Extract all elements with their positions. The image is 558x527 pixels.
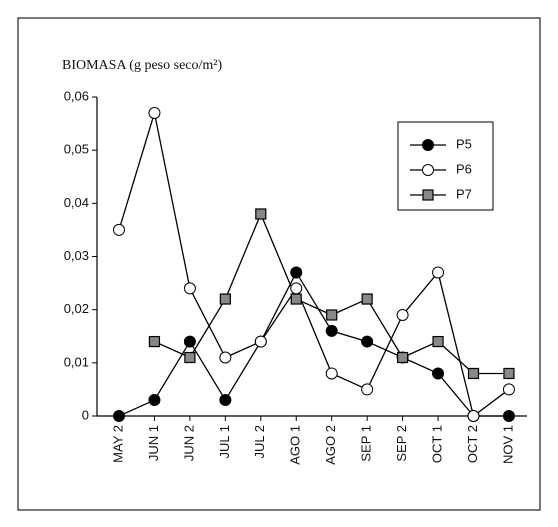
legend-marker — [422, 164, 434, 176]
data-point — [183, 282, 196, 295]
series-line — [154, 212, 509, 375]
x-tick-label: OCT 1 — [429, 425, 444, 463]
data-point — [432, 266, 445, 279]
legend-label: P7 — [456, 186, 472, 201]
x-tick-label: JUL 1 — [217, 425, 232, 458]
data-point — [502, 410, 515, 422]
y-tick-label: 0,04 — [64, 195, 89, 210]
data-point — [183, 335, 196, 348]
data-point — [290, 266, 303, 279]
legend-marker — [422, 139, 434, 151]
data-point — [254, 335, 267, 348]
data-point — [361, 335, 374, 348]
data-point — [219, 351, 232, 364]
legend-label: P6 — [456, 161, 472, 176]
data-point — [432, 367, 445, 380]
data-point — [397, 351, 409, 364]
data-point — [503, 367, 515, 380]
data-point — [326, 309, 338, 321]
data-point — [113, 223, 125, 236]
x-tick-label: SEP 1 — [359, 425, 374, 462]
x-tick-label: JUN 1 — [146, 425, 161, 461]
series-line — [118, 112, 510, 418]
data-point — [290, 282, 303, 295]
y-axis-title: BIOMASA (g peso seco/m²) — [62, 58, 222, 73]
x-tick-label: JUN 2 — [181, 425, 196, 461]
x-tick-label: AGO 2 — [323, 425, 338, 465]
y-tick-label: 0,01 — [64, 354, 89, 369]
legend-label: P5 — [456, 136, 472, 151]
legend-marker — [422, 189, 434, 201]
x-tick-label: NOV 1 — [500, 425, 515, 464]
data-point — [290, 293, 302, 305]
y-tick-label: 0,05 — [64, 142, 89, 157]
data-point — [361, 383, 374, 396]
data-point — [432, 335, 444, 348]
data-point — [184, 351, 196, 364]
frame — [17, 17, 541, 511]
x-tick-label: SEP 2 — [394, 425, 409, 462]
y-tick-label: 0 — [82, 407, 89, 422]
data-point — [219, 293, 231, 305]
data-point — [148, 106, 161, 119]
data-point — [148, 335, 161, 348]
x-tick-label: JUL 2 — [252, 425, 267, 458]
data-point — [325, 367, 338, 380]
series-line — [118, 271, 509, 417]
y-tick-label: 0,06 — [64, 88, 89, 103]
x-tick-label: MAY 2 — [110, 425, 125, 463]
legend-box — [397, 121, 494, 211]
data-point — [113, 410, 125, 422]
data-point — [255, 208, 267, 220]
data-point — [219, 394, 232, 407]
data-point — [148, 394, 161, 407]
data-point — [502, 383, 515, 396]
x-tick-label: OCT 2 — [465, 425, 480, 463]
data-point — [325, 324, 338, 337]
data-point — [467, 367, 480, 380]
y-tick-label: 0,03 — [64, 248, 89, 263]
data-point — [396, 308, 409, 321]
y-tick-label: 0,02 — [64, 301, 89, 316]
data-point — [361, 293, 373, 305]
x-tick-label: AGO 1 — [288, 425, 303, 465]
data-point — [467, 410, 480, 422]
